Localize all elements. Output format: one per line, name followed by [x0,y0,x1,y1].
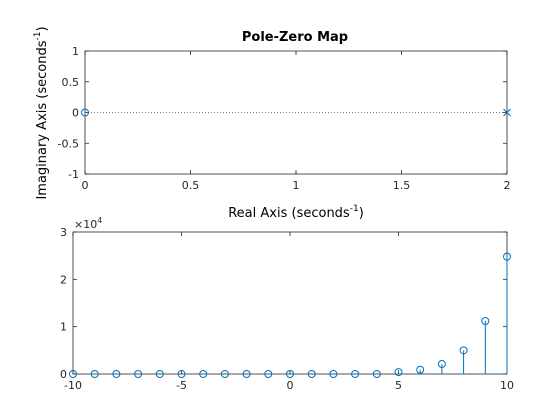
pz-x-tick-label: 1.5 [393,179,411,192]
stem-x-tick-label: 5 [395,379,402,392]
stem-point [242,370,251,378]
pz-y-tick-label: 0 [72,107,79,120]
stem-point [329,370,338,378]
pz-x-tick-label: 1 [293,179,300,192]
stem-marker [437,360,446,369]
stem-markers [69,252,511,378]
pz-x-tick-label: 2 [504,179,511,192]
stem-marker [481,316,490,325]
stem-point [307,370,316,378]
stem-point [286,370,294,378]
stem-y-tick-label: 3 [60,226,67,239]
stem-marker [155,370,164,378]
stem-point [394,368,403,377]
y-axis-label: Imaginary Axis (seconds-1) [33,26,50,199]
stem-x-tick-label: -10 [64,379,82,392]
stem-marker [329,370,338,378]
y-exponent-label: ×104 [74,216,102,231]
stem-axes-box [72,231,508,375]
pz-y-tick-label: 1 [72,45,79,58]
pz-x-tick-label: 0 [82,179,89,192]
stem-marker [503,252,511,261]
stem-marker [459,346,468,355]
pz-y-tick-label: -1 [68,168,79,181]
pz-x-ticks: 0 0.5 1 1.5 2 [82,51,511,192]
pz-markers [81,108,511,117]
stem-point [437,360,446,374]
stem-marker [351,370,360,378]
stem-marker [134,370,143,378]
stem-x-ticks: -10 -5 0 5 10 [64,232,514,392]
stem-point [155,370,164,378]
stem-point [134,370,143,378]
stem-marker [264,370,273,378]
stem-marker [199,370,208,378]
stem-plot: -10 -5 0 5 10 0 1 2 3 ×104 [60,216,514,392]
stem-marker [372,370,381,378]
stem-marker [242,370,251,378]
stem-point [220,370,229,378]
stem-marker [69,370,77,378]
stem-point [481,316,490,374]
stem-point [416,365,425,374]
pole-marker-stroke [503,108,511,117]
stem-y-tick-label: 2 [60,273,67,286]
pole-zero-plot: Pole-Zero Map 0 0.5 1 1.5 2 1 0.5 0 -0.5 -1 Real… [33,26,511,221]
pz-y-tick-label: 0.5 [62,76,80,89]
stem-point [69,370,77,378]
x-axis-label: Real Axis (seconds-1) [228,204,364,221]
chart-title: Pole-Zero Map [242,30,348,45]
pole-marker [503,108,511,117]
stem-x-tick-label: 10 [500,379,514,392]
stem-point [372,370,381,378]
stem-x-tick-label: 0 [287,379,294,392]
stem-point [351,370,360,378]
pz-x-tick-label: 0.5 [182,179,200,192]
stem-point [264,370,273,378]
stem-marker [286,370,294,378]
zero-marker [81,108,89,117]
stem-marker [220,370,229,378]
stem-marker [112,370,121,378]
stem-x-tick-label: -5 [176,379,187,392]
stem-y-tick-label: 1 [60,321,67,334]
stem-marker [394,368,403,377]
stem-marker [177,370,186,378]
stem-point [112,370,121,378]
stem-marker [90,370,99,378]
pz-y-tick-label: -0.5 [58,137,79,150]
stem-point [199,370,208,378]
stem-marker [307,370,316,378]
stem-point [459,346,468,374]
stem-point [503,252,511,374]
stem-y-ticks: 0 1 2 3 [60,226,507,381]
stem-marker [416,365,425,374]
stem-point [90,370,99,378]
stem-y-tick-label: 0 [60,368,67,381]
stem-point [177,370,186,378]
pz-y-ticks: 1 0.5 0 -0.5 -1 [58,45,507,181]
